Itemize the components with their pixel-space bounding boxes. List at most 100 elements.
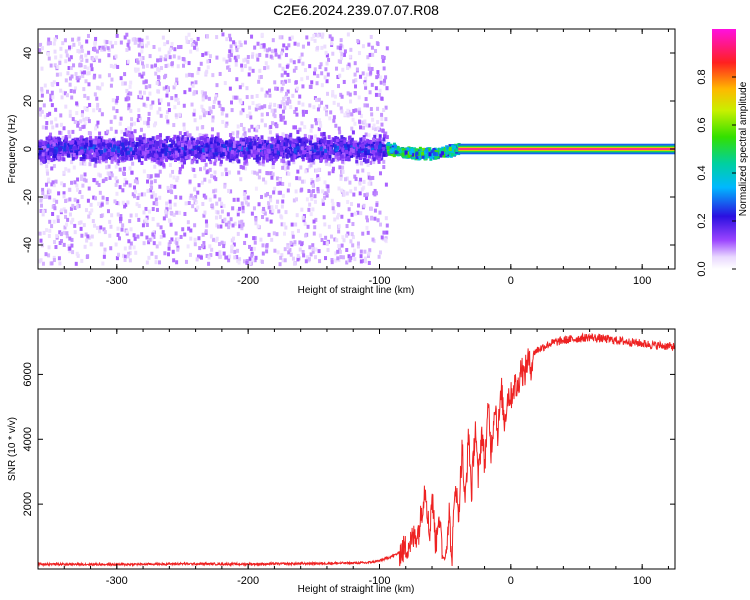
heatmap-cell [102, 254, 106, 259]
heatmap-cell [151, 190, 155, 195]
heatmap-cell [267, 136, 271, 141]
heatmap-cell [269, 219, 273, 224]
heatmap-cell [375, 202, 379, 207]
heatmap-cell [378, 151, 382, 156]
heatmap-cell [87, 214, 91, 219]
heatmap-cell [315, 151, 319, 156]
heatmap-cell [167, 102, 171, 107]
heatmap-cell [326, 247, 330, 252]
heatmap-cell [248, 111, 252, 116]
heatmap-cell [275, 232, 279, 237]
heatmap-cell [346, 113, 350, 118]
heatmap-cell [209, 147, 213, 152]
heatmap-cell [233, 221, 237, 226]
heatmap-cell [67, 66, 71, 71]
heatmap-cell [145, 260, 149, 265]
heatmap-cell [353, 121, 357, 126]
heatmap-cell [168, 239, 172, 244]
heatmap-cell [251, 101, 255, 106]
heatmap-cell [367, 66, 371, 71]
heatmap-cell [160, 149, 164, 154]
heatmap-cell [374, 86, 378, 91]
heatmap-cell [80, 258, 84, 263]
heatmap-cell [92, 108, 96, 113]
heatmap-cell [291, 231, 295, 236]
heatmap-cell [194, 207, 198, 212]
heatmap-cell [188, 149, 192, 154]
heatmap-cell [161, 35, 165, 40]
heatmap-cell [186, 150, 190, 155]
heatmap-cell [142, 241, 146, 246]
heatmap-cell [229, 139, 233, 144]
heatmap-cell [236, 197, 240, 202]
heatmap-cell [294, 222, 298, 227]
heatmap-cell [109, 63, 113, 68]
heatmap-cell [331, 166, 335, 171]
heatmap-cell [199, 136, 203, 141]
heatmap-cell [321, 135, 325, 140]
heatmap-cell [67, 143, 71, 148]
heatmap-cell [41, 152, 45, 157]
heatmap-cell [349, 139, 353, 144]
heatmap-cell [326, 91, 330, 96]
heatmap-cell [220, 149, 224, 154]
heatmap-cell [43, 208, 47, 213]
heatmap-cell [170, 96, 174, 101]
heatmap-cell [53, 149, 57, 154]
heatmap-cell [120, 136, 124, 141]
heatmap-cell [178, 131, 182, 136]
heatmap-cell [266, 191, 270, 196]
heatmap-cell [59, 232, 63, 237]
heatmap-cell [72, 63, 76, 68]
heatmap-cell [336, 45, 340, 50]
heatmap-cell [243, 190, 247, 195]
heatmap-cell [201, 232, 205, 237]
heatmap-cell [86, 71, 90, 76]
heatmap-cell [309, 189, 313, 194]
heatmap-cell [261, 208, 265, 213]
heatmap-cell [322, 142, 326, 147]
heatmap-cell [71, 129, 75, 134]
heatmap-cell [59, 46, 63, 51]
heatmap-cell [250, 211, 254, 216]
heatmap-cell [226, 65, 230, 70]
heatmap-cell [109, 150, 113, 155]
heatmap-cell [78, 62, 82, 67]
heatmap-cell [213, 170, 217, 175]
heatmap-cell [165, 157, 169, 162]
heatmap-cell [183, 90, 187, 95]
heatmap-cell [311, 249, 315, 254]
heatmap-cell [333, 94, 337, 99]
heatmap-cell [274, 86, 278, 91]
heatmap-cell [289, 153, 293, 158]
heatmap-cell [287, 171, 291, 176]
heatmap-cell [360, 161, 364, 166]
heatmap-cell [54, 139, 58, 144]
heatmap-cell [235, 134, 239, 139]
heatmap-cell [265, 142, 269, 147]
heatmap-cell [149, 105, 153, 110]
heatmap-cell [299, 149, 303, 154]
heatmap-cell [353, 257, 357, 262]
heatmap-cell [38, 48, 42, 53]
heatmap-cell [313, 225, 317, 230]
heatmap-cell [123, 81, 127, 86]
heatmap-cell [130, 150, 134, 155]
heatmap-cell [235, 255, 239, 260]
heatmap-cell [143, 192, 147, 197]
heatmap-cell [86, 96, 90, 101]
heatmap-cell [195, 159, 199, 164]
heatmap-cell [313, 144, 317, 149]
heatmap-cell [106, 129, 110, 134]
heatmap-cell [362, 125, 366, 130]
heatmap-cell [105, 200, 109, 205]
heatmap-cell [255, 103, 259, 108]
heatmap-cell [316, 73, 320, 78]
heatmap-cell [261, 251, 265, 256]
heatmap-cell [269, 209, 273, 214]
heatmap-cell [271, 161, 275, 166]
heatmap-cell [113, 144, 117, 149]
heatmap-cell [92, 75, 96, 80]
heatmap-cell [82, 117, 86, 122]
heatmap-cell [100, 136, 104, 141]
